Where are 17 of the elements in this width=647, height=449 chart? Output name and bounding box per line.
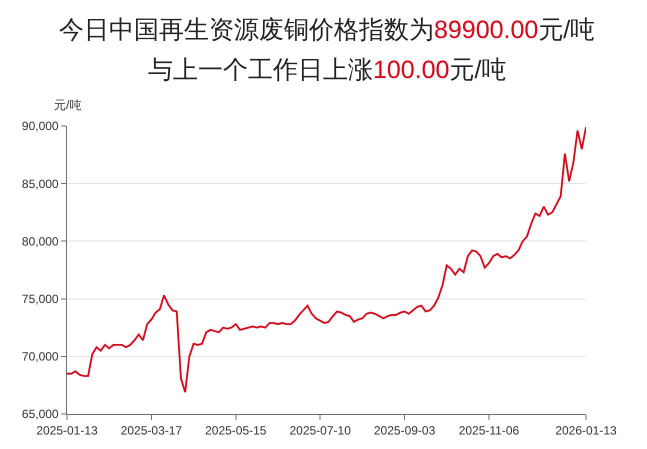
x-tick-label: 2025-03-17 bbox=[120, 423, 182, 438]
x-tick-label: 2025-05-15 bbox=[205, 423, 267, 438]
y-tick-label: 70,000 bbox=[22, 350, 59, 364]
y-tick-label: 90,000 bbox=[22, 119, 59, 134]
y-axis-title: 元/吨 bbox=[54, 98, 82, 112]
x-tick-label: 2025-11-06 bbox=[458, 423, 520, 438]
line-series bbox=[67, 126, 586, 394]
y-tick-label: 75,000 bbox=[22, 292, 59, 306]
chart-title: 今日中国再生资源废铜价格指数为89900.00元/吨 bbox=[59, 16, 596, 44]
chart-subtitle: 与上一个工作日上涨100.00元/吨 bbox=[148, 56, 506, 84]
x-tick-label: 2025-07-10 bbox=[289, 423, 352, 438]
x-tick-label: 2026-01-13 bbox=[555, 423, 618, 438]
x-tick-label: 2025-09-03 bbox=[374, 423, 436, 438]
y-tick-label: 85,000 bbox=[22, 176, 59, 191]
y-tick-label: 65,000 bbox=[22, 407, 59, 422]
x-tick-label: 2025-01-13 bbox=[36, 423, 98, 438]
y-tick-label: 80,000 bbox=[22, 234, 59, 248]
